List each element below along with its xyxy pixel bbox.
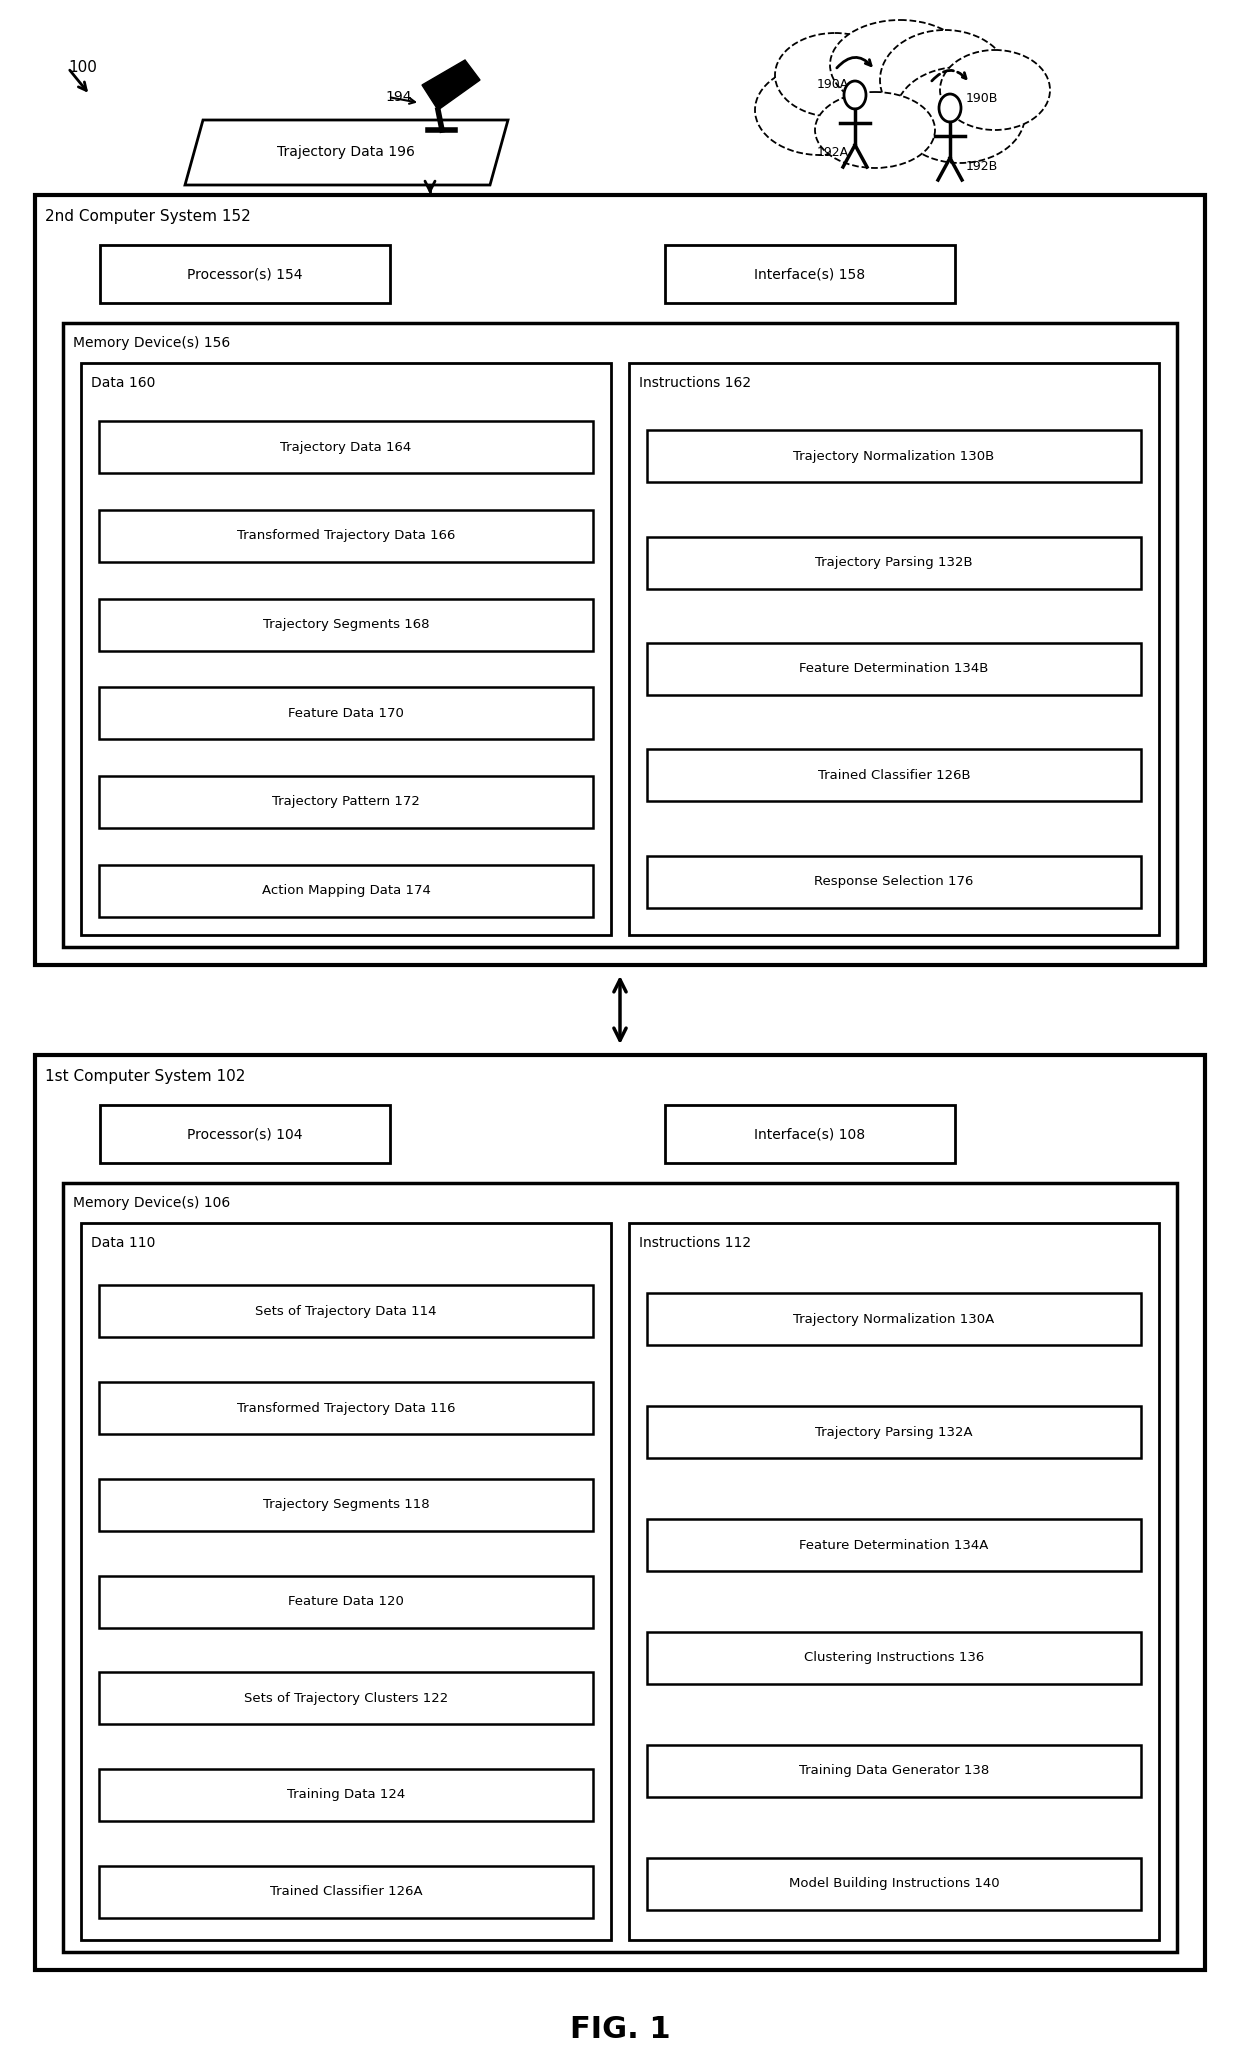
FancyBboxPatch shape <box>63 1182 1177 1951</box>
FancyBboxPatch shape <box>99 422 593 473</box>
FancyBboxPatch shape <box>81 364 611 934</box>
FancyBboxPatch shape <box>99 1286 593 1337</box>
FancyBboxPatch shape <box>99 599 593 651</box>
FancyBboxPatch shape <box>647 750 1141 802</box>
Text: FIG. 1: FIG. 1 <box>569 2015 671 2044</box>
Text: Instructions 112: Instructions 112 <box>639 1236 751 1251</box>
Polygon shape <box>422 60 480 110</box>
FancyBboxPatch shape <box>99 1867 593 1918</box>
Ellipse shape <box>775 39 965 151</box>
FancyBboxPatch shape <box>100 1106 391 1164</box>
Ellipse shape <box>939 93 961 122</box>
FancyBboxPatch shape <box>647 1858 1141 1910</box>
FancyBboxPatch shape <box>647 430 1141 482</box>
Text: Data 110: Data 110 <box>91 1236 155 1251</box>
FancyBboxPatch shape <box>99 1575 593 1627</box>
Text: Transformed Trajectory Data 166: Transformed Trajectory Data 166 <box>237 529 455 542</box>
FancyBboxPatch shape <box>81 1224 611 1941</box>
FancyBboxPatch shape <box>35 194 1205 965</box>
Text: Sets of Trajectory Clusters 122: Sets of Trajectory Clusters 122 <box>244 1691 448 1705</box>
Text: Trajectory Segments 168: Trajectory Segments 168 <box>263 618 429 630</box>
FancyBboxPatch shape <box>99 1672 593 1724</box>
Text: Trajectory Data 196: Trajectory Data 196 <box>277 145 415 159</box>
Text: Interface(s) 108: Interface(s) 108 <box>754 1127 866 1141</box>
Text: Memory Device(s) 156: Memory Device(s) 156 <box>73 337 231 349</box>
FancyBboxPatch shape <box>647 643 1141 695</box>
FancyBboxPatch shape <box>647 1519 1141 1571</box>
FancyBboxPatch shape <box>647 1745 1141 1796</box>
FancyBboxPatch shape <box>629 1224 1159 1941</box>
Text: Trajectory Normalization 130A: Trajectory Normalization 130A <box>794 1313 994 1325</box>
FancyBboxPatch shape <box>99 775 593 829</box>
Text: 192B: 192B <box>966 159 998 172</box>
FancyBboxPatch shape <box>665 246 955 304</box>
Text: 2nd Computer System 152: 2nd Computer System 152 <box>45 209 250 225</box>
Text: 194: 194 <box>384 91 412 103</box>
Text: Response Selection 176: Response Selection 176 <box>815 874 973 889</box>
Ellipse shape <box>775 33 895 118</box>
Text: 190A: 190A <box>817 79 849 91</box>
Text: Clustering Instructions 136: Clustering Instructions 136 <box>804 1652 985 1664</box>
Ellipse shape <box>755 64 885 155</box>
FancyBboxPatch shape <box>99 511 593 562</box>
Text: Data 160: Data 160 <box>91 376 155 391</box>
FancyBboxPatch shape <box>647 537 1141 589</box>
Ellipse shape <box>895 66 1025 163</box>
FancyBboxPatch shape <box>99 688 593 740</box>
Ellipse shape <box>844 81 866 110</box>
Text: Instructions 162: Instructions 162 <box>639 376 751 391</box>
FancyBboxPatch shape <box>647 1633 1141 1685</box>
Text: Interface(s) 158: Interface(s) 158 <box>754 267 866 281</box>
FancyBboxPatch shape <box>99 1383 593 1434</box>
Text: Trajectory Parsing 132B: Trajectory Parsing 132B <box>815 556 973 568</box>
Ellipse shape <box>815 93 935 167</box>
FancyBboxPatch shape <box>647 1294 1141 1346</box>
Text: 100: 100 <box>68 60 97 76</box>
Text: Memory Device(s) 106: Memory Device(s) 106 <box>73 1197 231 1209</box>
Text: Trajectory Segments 118: Trajectory Segments 118 <box>263 1499 429 1511</box>
Text: Processor(s) 104: Processor(s) 104 <box>187 1127 303 1141</box>
Text: Model Building Instructions 140: Model Building Instructions 140 <box>789 1877 999 1889</box>
Text: 192A: 192A <box>817 147 849 159</box>
Text: Trajectory Data 164: Trajectory Data 164 <box>280 440 412 455</box>
FancyBboxPatch shape <box>665 1106 955 1164</box>
Text: Trained Classifier 126A: Trained Classifier 126A <box>269 1885 423 1898</box>
Text: 190B: 190B <box>966 91 998 105</box>
Text: Transformed Trajectory Data 116: Transformed Trajectory Data 116 <box>237 1401 455 1414</box>
Text: Trained Classifier 126B: Trained Classifier 126B <box>817 769 971 781</box>
Text: Action Mapping Data 174: Action Mapping Data 174 <box>262 885 430 897</box>
FancyBboxPatch shape <box>35 1054 1205 1970</box>
FancyBboxPatch shape <box>99 1769 593 1821</box>
Ellipse shape <box>880 31 1011 130</box>
FancyBboxPatch shape <box>63 322 1177 947</box>
Polygon shape <box>185 120 508 186</box>
FancyBboxPatch shape <box>647 1406 1141 1457</box>
Text: 1st Computer System 102: 1st Computer System 102 <box>45 1069 246 1085</box>
Text: Trajectory Parsing 132A: Trajectory Parsing 132A <box>815 1426 973 1439</box>
FancyBboxPatch shape <box>99 864 593 916</box>
FancyBboxPatch shape <box>99 1478 593 1532</box>
Text: Sets of Trajectory Data 114: Sets of Trajectory Data 114 <box>255 1304 436 1319</box>
Text: Training Data 124: Training Data 124 <box>286 1788 405 1802</box>
Text: Feature Determination 134A: Feature Determination 134A <box>800 1538 988 1552</box>
FancyBboxPatch shape <box>647 856 1141 907</box>
Text: Training Data Generator 138: Training Data Generator 138 <box>799 1765 990 1778</box>
Text: Feature Data 120: Feature Data 120 <box>288 1596 404 1608</box>
FancyBboxPatch shape <box>100 246 391 304</box>
FancyBboxPatch shape <box>629 364 1159 934</box>
Text: Trajectory Pattern 172: Trajectory Pattern 172 <box>272 796 420 808</box>
Text: Feature Data 170: Feature Data 170 <box>288 707 404 719</box>
Text: Feature Determination 134B: Feature Determination 134B <box>800 664 988 676</box>
Text: Trajectory Normalization 130B: Trajectory Normalization 130B <box>794 451 994 463</box>
Text: Processor(s) 154: Processor(s) 154 <box>187 267 303 281</box>
Ellipse shape <box>940 50 1050 130</box>
Ellipse shape <box>830 21 970 110</box>
